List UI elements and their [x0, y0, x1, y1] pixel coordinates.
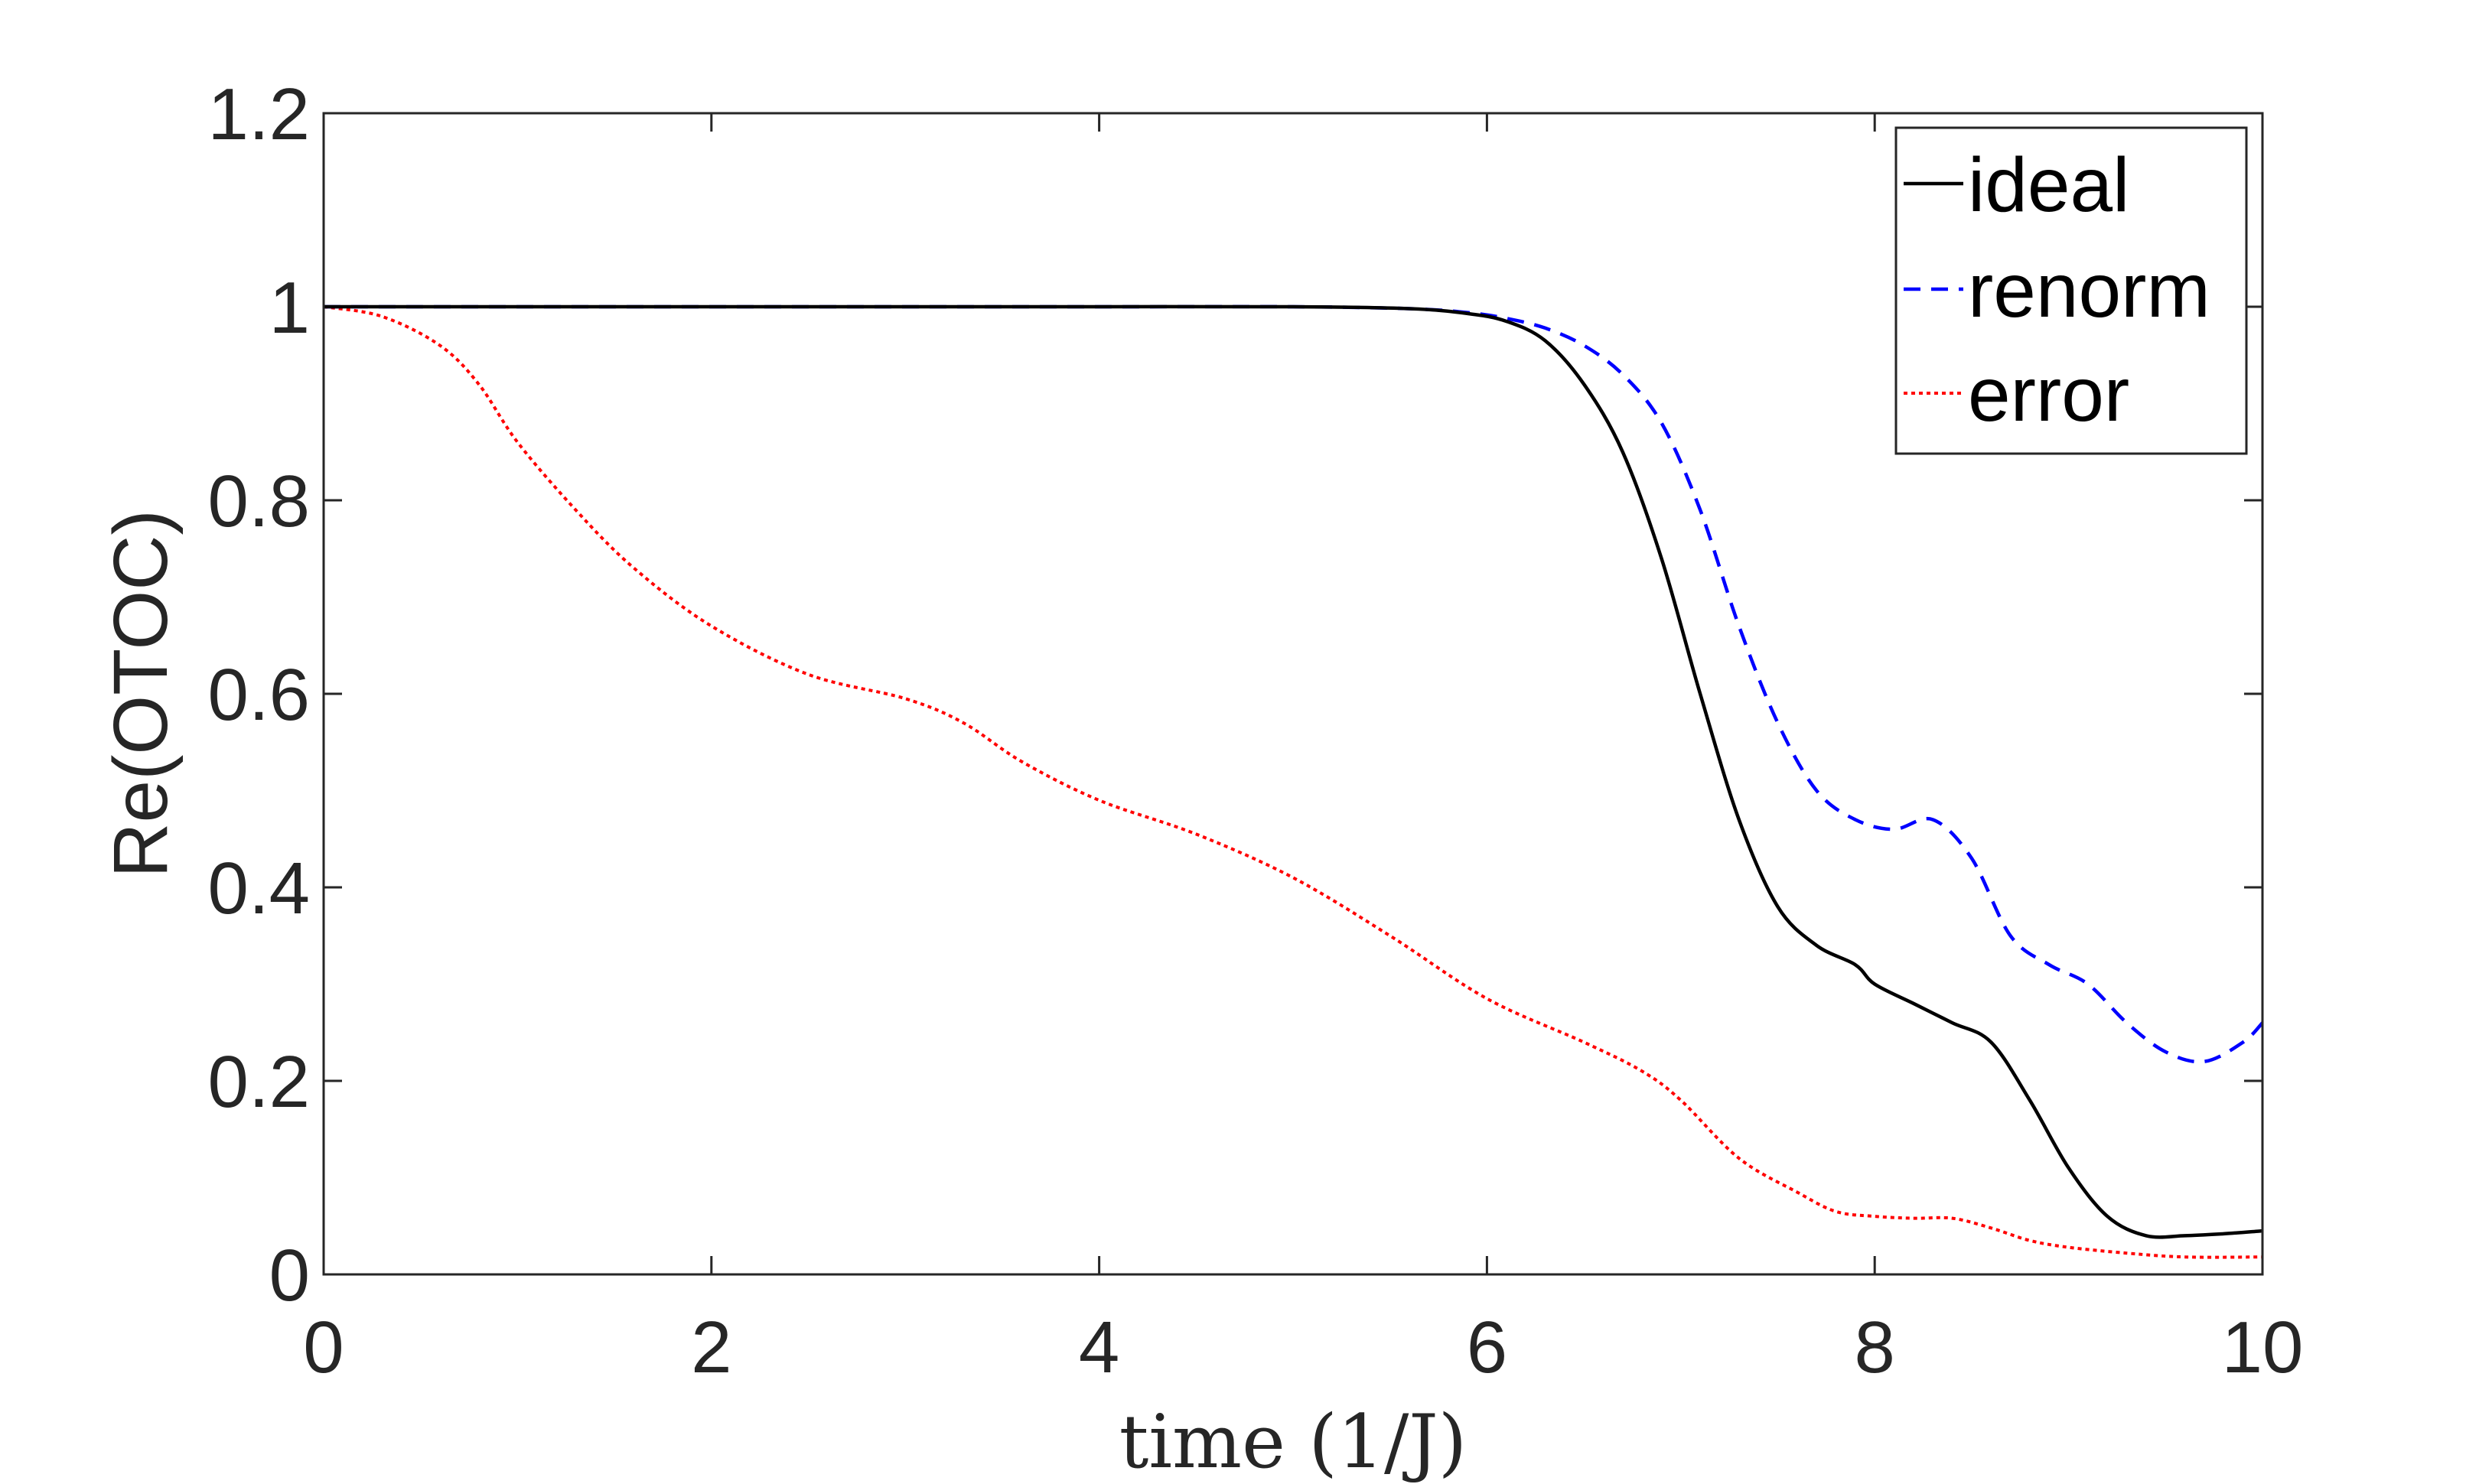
y-tick-label: 1.2	[208, 73, 310, 155]
x-tick-label: 0	[303, 1307, 344, 1388]
legend: ideal renorm error	[1894, 126, 2248, 455]
tick-labels: 0 2 4 6 8 10 0 0.2 0.4 0.6 0.8 1 1.2	[208, 73, 2304, 1388]
x-tick-label: 4	[1079, 1307, 1119, 1388]
series-line-renorm	[324, 304, 2264, 1064]
y-tick-label: 0.4	[208, 848, 310, 929]
plot-frame	[322, 112, 2264, 1276]
x-tick-label: 10	[2222, 1307, 2304, 1388]
y-tick-label: 0	[269, 1235, 310, 1316]
legend-label-renorm: renorm	[1968, 248, 2210, 334]
series-line-ideal	[324, 304, 2263, 1239]
x-tick-label: 2	[691, 1307, 731, 1388]
x-tick-label: 8	[1855, 1307, 1895, 1388]
legend-label-ideal: ideal	[1968, 142, 2129, 228]
y-tick-label: 0.6	[208, 654, 310, 736]
legend-label-error: error	[1968, 352, 2129, 438]
series-layer	[323, 304, 2264, 1259]
y-tick-label: 0.8	[208, 460, 310, 542]
series-line-error	[323, 305, 2263, 1259]
y-axis-label: Re(OTOC)	[98, 509, 184, 878]
x-tick-label: 6	[1467, 1307, 1507, 1388]
x-axis-label: time (1/J)	[1119, 1399, 1467, 1484]
y-tick-label: 1	[269, 267, 310, 349]
y-tick-label: 0.2	[208, 1041, 310, 1123]
